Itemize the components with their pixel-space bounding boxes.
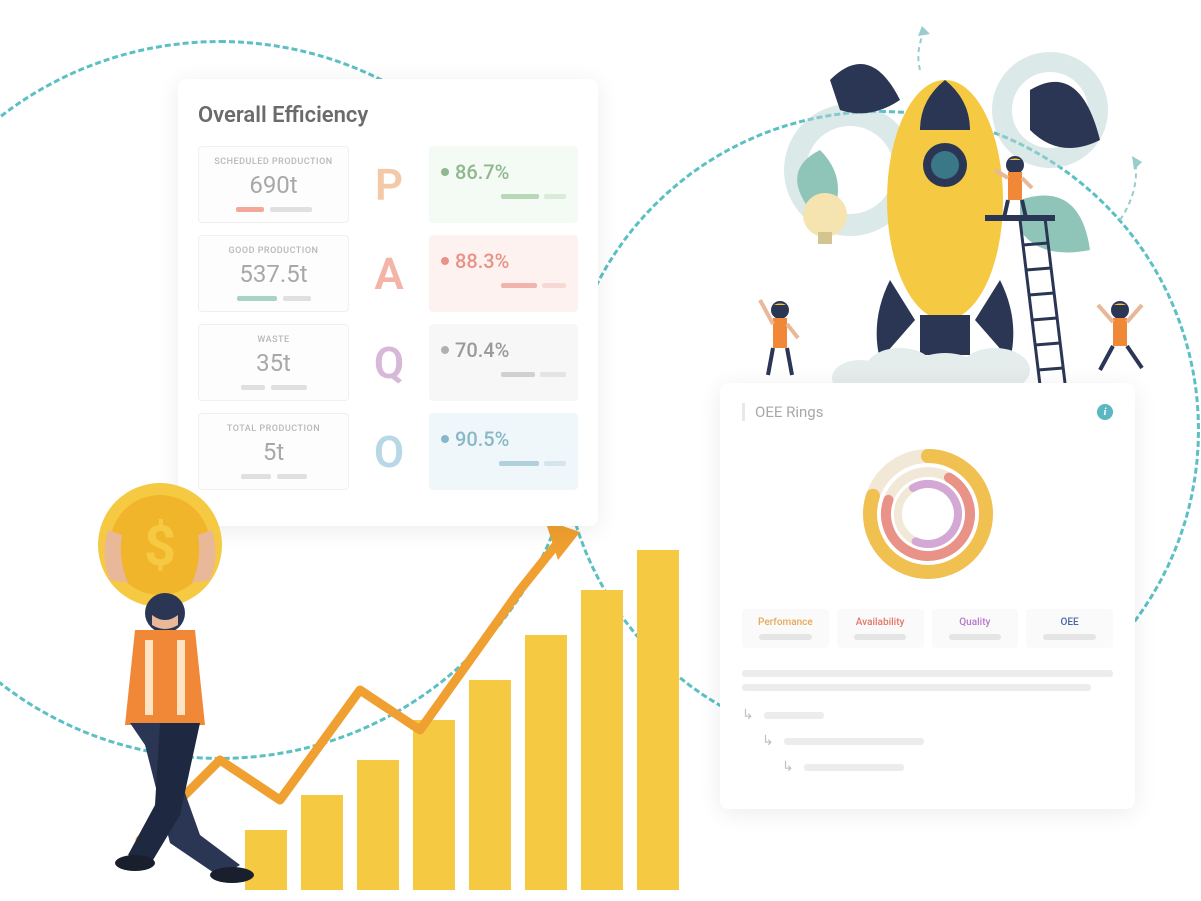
- metric-letter: Q: [361, 324, 417, 401]
- metric-value: 35t: [211, 349, 336, 377]
- metric-left-box: GOOD PRODUCTION 537.5t: [198, 235, 349, 312]
- metric-row: WASTE 35t Q 70.4%: [198, 324, 578, 401]
- metric-value: 690t: [211, 171, 336, 199]
- metric-right-box: 70.4%: [429, 324, 578, 401]
- metric-letter: P: [361, 146, 417, 223]
- oee-rings-card: OEE Rings i Perfomance Availability Qualit…: [720, 383, 1135, 809]
- metric-left-box: WASTE 35t: [198, 324, 349, 401]
- legend-item: Availability: [837, 609, 924, 648]
- indent-row: ↳: [742, 707, 1113, 723]
- oee-title: OEE Rings: [755, 403, 823, 421]
- metric-letter: A: [361, 235, 417, 312]
- indent-arrow-icon: ↳: [742, 707, 754, 723]
- metric-percentage: 90.5%: [441, 427, 566, 451]
- metric-value: 5t: [211, 438, 336, 466]
- metric-right-box: 90.5%: [429, 413, 578, 490]
- metric-left-box: SCHEDULED PRODUCTION 690t: [198, 146, 349, 223]
- legend-label: Availability: [843, 617, 918, 628]
- legend-item: Perfomance: [742, 609, 829, 648]
- efficiency-title: Overall Efficiency: [198, 103, 578, 128]
- metric-percentage: 70.4%: [441, 338, 566, 362]
- chart-bar: [637, 550, 679, 890]
- placeholder-line: [742, 670, 1113, 677]
- metric-label: GOOD PRODUCTION: [211, 246, 336, 256]
- metric-percentage: 88.3%: [441, 249, 566, 273]
- indent-arrow-icon: ↳: [762, 733, 774, 749]
- metric-label: SCHEDULED PRODUCTION: [211, 157, 336, 167]
- legend-label: OEE: [1032, 617, 1107, 628]
- worker-coin-illustration: $: [60, 465, 320, 885]
- indent-row: ↳: [742, 733, 1113, 749]
- legend-label: Quality: [938, 617, 1013, 628]
- indent-arrow-icon: ↳: [782, 759, 794, 775]
- oee-legend: Perfomance Availability Quality OEE: [742, 609, 1113, 648]
- overall-efficiency-card: Overall Efficiency SCHEDULED PRODUCTION …: [178, 79, 598, 526]
- legend-label: Perfomance: [748, 617, 823, 628]
- legend-item: Quality: [932, 609, 1019, 648]
- oee-rings-chart: [742, 439, 1113, 589]
- metric-label: TOTAL PRODUCTION: [211, 424, 336, 434]
- info-icon[interactable]: i: [1097, 404, 1113, 420]
- indent-row: ↳: [742, 759, 1113, 775]
- svg-text:$: $: [144, 513, 176, 579]
- metric-row: SCHEDULED PRODUCTION 690t P 86.7%: [198, 146, 578, 223]
- metric-row: GOOD PRODUCTION 537.5t A 88.3%: [198, 235, 578, 312]
- rocket-launch-illustration: [720, 20, 1170, 400]
- metric-value: 537.5t: [211, 260, 336, 288]
- metric-right-box: 86.7%: [429, 146, 578, 223]
- metric-right-box: 88.3%: [429, 235, 578, 312]
- metric-label: WASTE: [211, 335, 336, 345]
- metric-letter: O: [361, 413, 417, 490]
- placeholder-line: [742, 684, 1091, 691]
- metric-percentage: 86.7%: [441, 160, 566, 184]
- legend-item: OEE: [1026, 609, 1113, 648]
